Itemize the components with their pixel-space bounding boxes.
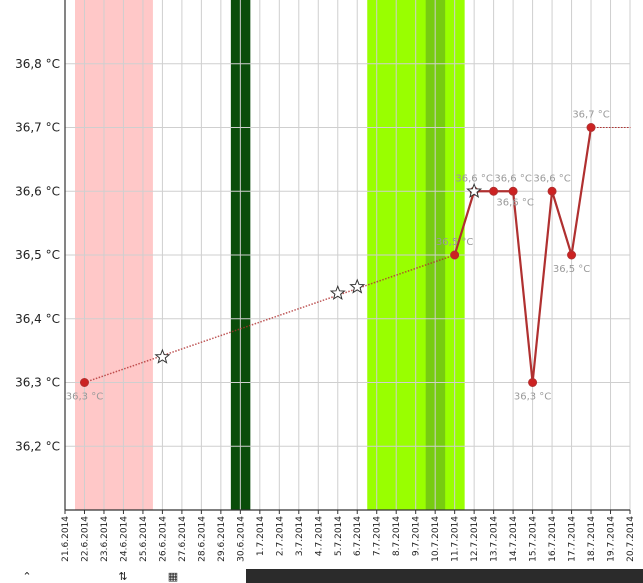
x-tick-label: 13.7.2014	[490, 516, 500, 562]
x-tick-label: 17.7.2014	[568, 516, 578, 562]
x-tick-label: 23.6.2014	[100, 516, 110, 562]
data-point	[450, 250, 460, 260]
data-label: 36,6 °C	[455, 173, 492, 184]
x-tick-label: 2.7.2014	[275, 516, 285, 556]
x-tick-label: 28.6.2014	[197, 516, 207, 562]
data-point	[528, 378, 538, 387]
chevron-up-icon[interactable]: ⌃	[22, 570, 32, 583]
x-tick-label: 21.6.2014	[61, 516, 71, 562]
calendar-icon[interactable]: ▦	[167, 570, 179, 583]
y-tick-label: 36,3 °C	[15, 376, 60, 390]
x-tick-label: 11.7.2014	[451, 516, 461, 562]
data-label: 36,6 °C	[494, 173, 531, 184]
x-tick-label: 29.6.2014	[217, 516, 227, 562]
x-tick-label: 8.7.2014	[392, 516, 402, 556]
x-tick-label: 9.7.2014	[412, 516, 422, 556]
data-point	[508, 186, 518, 196]
data-point	[547, 186, 557, 196]
x-tick-label: 14.7.2014	[509, 516, 519, 562]
glasses-icon[interactable]: ◎	[222, 570, 232, 583]
x-tick-label: 30.6.2014	[236, 516, 246, 562]
data-label: 36,7 °C	[572, 110, 609, 121]
chart-grid	[64, 0, 631, 510]
data-point	[586, 123, 596, 132]
bottom-toolbar: ⌃ ⇅ ▦ ◎	[0, 569, 643, 583]
y-tick-label: 36,6 °C	[15, 184, 60, 198]
data-label: 36,6 °C	[533, 173, 570, 184]
x-tick-label: 22.6.2014	[80, 516, 90, 562]
x-tick-label: 26.6.2014	[158, 516, 168, 562]
temperature-chart: 36,2 °C 36,3 °C 36,4 °C 36,5 °C 36,6 °C 36,7 …	[15, 0, 636, 562]
x-tick-label: 6.7.2014	[353, 516, 363, 556]
star-marker	[349, 278, 366, 294]
data-label: 36,3 °C	[514, 392, 551, 403]
y-tick-label: 36,2 °C	[15, 439, 60, 453]
x-tick-label: 7.7.2014	[373, 516, 383, 556]
x-tick-label: 5.7.2014	[334, 516, 344, 556]
x-tick-label: 18.7.2014	[587, 516, 597, 562]
chart-axes: 36,2 °C 36,3 °C 36,4 °C 36,5 °C 36,6 °C 36,7 …	[15, 0, 636, 562]
x-tick-label: 20.7.2014	[626, 516, 636, 562]
data-point	[567, 250, 577, 260]
x-tick-label: 10.7.2014	[431, 516, 441, 562]
star-marker	[329, 284, 346, 301]
x-tick-label: 15.7.2014	[529, 516, 539, 562]
x-tick-label: 1.7.2014	[256, 516, 266, 556]
y-tick-label: 36,5 °C	[15, 248, 60, 262]
x-tick-label: 24.6.2014	[119, 516, 129, 562]
toolbar-dark-section: ◎	[222, 569, 643, 583]
y-tick-label: 36,8 °C	[15, 57, 60, 71]
data-point	[489, 186, 499, 196]
x-tick-label: 25.6.2014	[139, 516, 149, 562]
star-marker	[154, 348, 171, 364]
data-label-extra: 36,6 °C	[496, 197, 533, 208]
series-interpolated-line	[84, 254, 455, 384]
chart-series	[79, 123, 631, 387]
x-tick-label: 19.7.2014	[607, 516, 617, 562]
data-label: 36,5 °C	[553, 264, 590, 275]
x-tick-label: 27.6.2014	[178, 516, 188, 562]
x-tick-label: 3.7.2014	[295, 516, 305, 556]
star-marker	[466, 182, 483, 199]
y-tick-label: 36,7 °C	[15, 121, 60, 135]
y-tick-label: 36,4 °C	[15, 312, 60, 326]
data-point	[79, 378, 89, 387]
chart-labels: 36,3 °C36,5 °C36,6 °C 36,6 °C36,3 °C36,6 …	[66, 110, 610, 403]
data-label: 36,3 °C	[66, 392, 103, 403]
x-tick-label: 12.7.2014	[470, 516, 480, 562]
x-tick-label: 4.7.2014	[314, 516, 324, 556]
sort-icon[interactable]: ⇅	[118, 570, 128, 583]
x-tick-label: 16.7.2014	[548, 516, 558, 562]
data-label: 36,5 °C	[436, 237, 473, 248]
